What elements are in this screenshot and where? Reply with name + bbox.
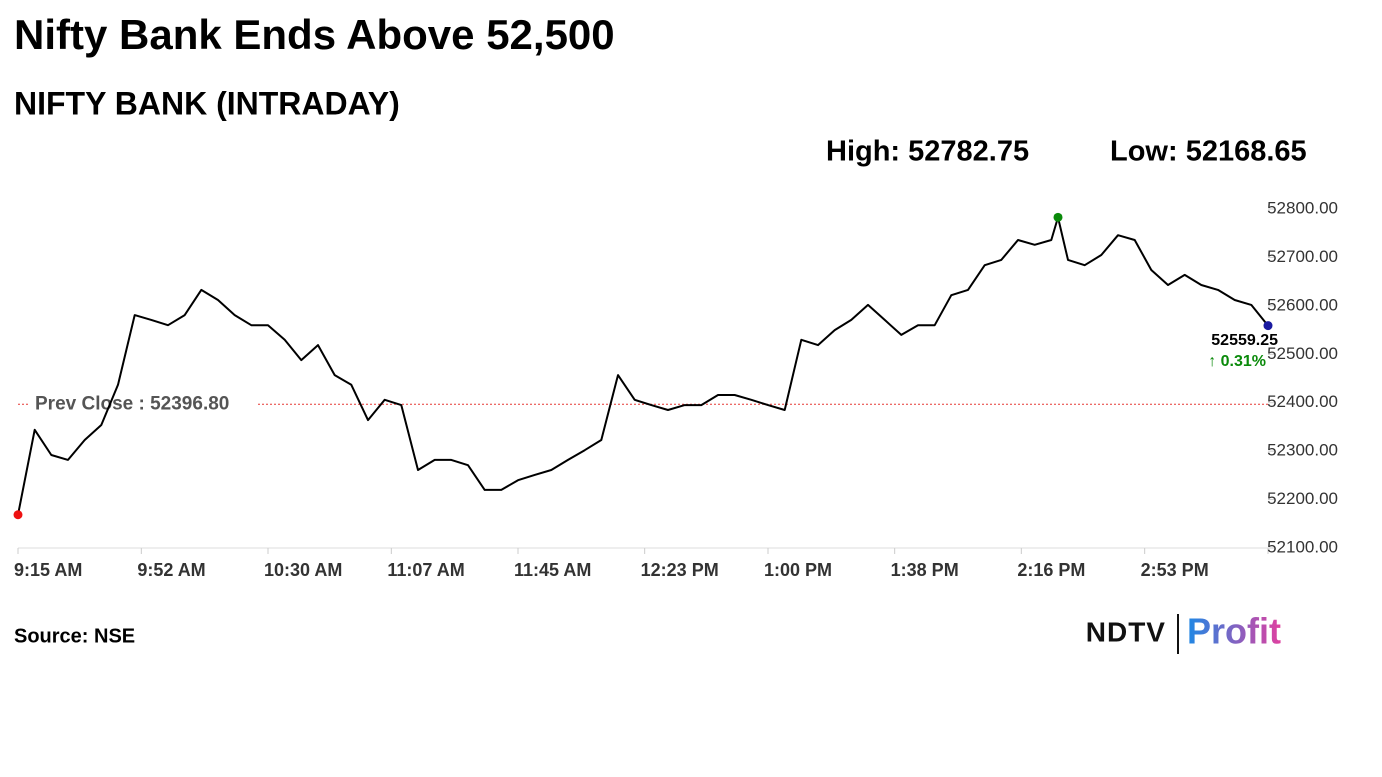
- prev-close-label: Prev Close : 52396.80: [35, 393, 229, 414]
- logo-profit: Profit: [1187, 611, 1281, 652]
- y-tick-label: 52700.00: [1267, 247, 1338, 266]
- high-marker: [1053, 212, 1063, 222]
- chart-title: Nifty Bank Ends Above 52,500: [14, 11, 615, 58]
- y-tick-label: 52800.00: [1267, 198, 1338, 217]
- low-marker: [13, 510, 23, 520]
- source: Source: NSE: [14, 625, 135, 647]
- chart-subtitle: NIFTY BANK (INTRADAY): [14, 85, 400, 121]
- x-tick-label: 2:16 PM: [1017, 560, 1085, 580]
- y-tick-label: 52500.00: [1267, 344, 1338, 363]
- x-tick-label: 11:45 AM: [514, 560, 591, 580]
- x-tick-label: 9:52 AM: [137, 560, 205, 580]
- y-tick-label: 52300.00: [1267, 441, 1338, 460]
- prev-close-bg: [30, 392, 258, 415]
- x-tick-label: 11:07 AM: [387, 560, 464, 580]
- change-label: ↑ 0.31%: [1208, 353, 1266, 370]
- x-tick-label: 12:23 PM: [641, 560, 719, 580]
- logo-ndtv: NDTV: [1086, 616, 1166, 647]
- x-tick-label: 1:00 PM: [764, 560, 832, 580]
- x-tick-label: 10:30 AM: [264, 560, 342, 580]
- low-label: Low: 52168.65: [1110, 136, 1307, 168]
- x-tick-label: 9:15 AM: [14, 560, 82, 580]
- x-tick-label: 2:53 PM: [1141, 560, 1209, 580]
- price-line: [17, 216, 1269, 515]
- x-tick-label: 1:38 PM: [891, 560, 959, 580]
- y-tick-label: 52400.00: [1267, 392, 1338, 411]
- end-marker: [1263, 321, 1273, 331]
- y-tick-label: 52600.00: [1267, 295, 1338, 314]
- high-label: High: 52782.75: [826, 136, 1029, 168]
- end-label: 52559.25: [1211, 332, 1278, 349]
- y-tick-label: 52100.00: [1267, 537, 1338, 556]
- y-tick-label: 52200.00: [1267, 489, 1338, 508]
